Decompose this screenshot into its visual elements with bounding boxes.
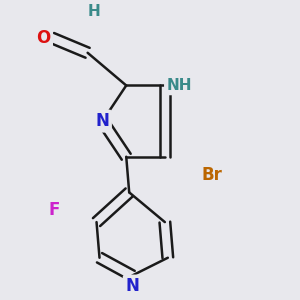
Text: N: N [125,277,139,295]
Text: O: O [36,29,50,47]
Text: H: H [87,4,100,19]
Text: N: N [95,112,110,130]
Text: F: F [48,201,59,219]
Text: NH: NH [166,78,192,93]
Text: Br: Br [202,166,223,184]
